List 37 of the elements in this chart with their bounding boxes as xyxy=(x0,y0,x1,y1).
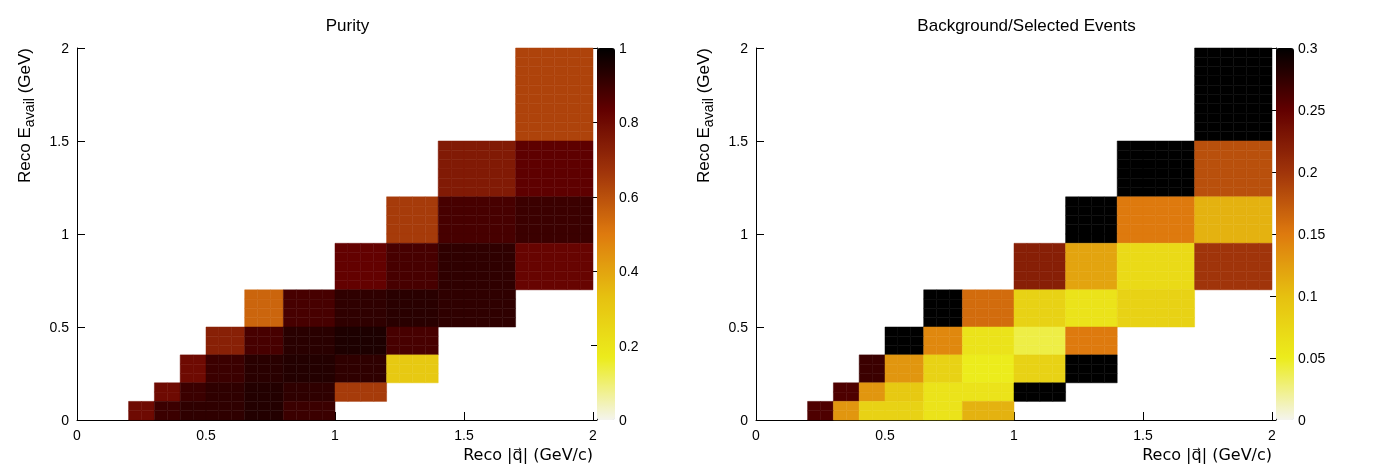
color-bar-label: 0.15 xyxy=(1298,226,1326,242)
x-tick-label: 1.5 xyxy=(454,427,474,443)
x-tick-label: 0.5 xyxy=(196,427,216,443)
x-tick-label: 0 xyxy=(73,427,82,443)
y-tick-label: 0.5 xyxy=(49,319,70,335)
color-bar-label: 0 xyxy=(1298,412,1306,428)
color-bar-label: 0.6 xyxy=(619,188,639,205)
y-tick-label: 0 xyxy=(61,412,70,428)
x-tick-label: 0.5 xyxy=(875,427,895,443)
chart-title: Background/Selected Events xyxy=(917,16,1136,35)
y-tick-label: 1.5 xyxy=(49,133,70,149)
chart-title: Purity xyxy=(325,16,370,35)
y-tick-label: 0.5 xyxy=(728,319,749,335)
color-bar-label: 0.05 xyxy=(1298,350,1326,366)
y-tick-label: 1.5 xyxy=(728,133,749,149)
color-bar-label: 0.25 xyxy=(1298,102,1326,118)
x-tick-label: 2 xyxy=(589,427,598,443)
y-tick-label: 1 xyxy=(61,226,70,242)
color-bar-label: 0.2 xyxy=(1298,164,1318,180)
x-axis-title: Reco |q⃗| (GeV/c) xyxy=(463,444,593,464)
color-bar-label: 0.8 xyxy=(619,114,639,131)
y-tick-label: 0 xyxy=(740,412,749,428)
x-tick-label: 1.5 xyxy=(1133,427,1153,443)
color-bar-label: 0.1 xyxy=(1298,288,1318,304)
x-tick-label: 2 xyxy=(1268,427,1277,443)
x-tick-label: 1 xyxy=(331,427,340,443)
color-bar-label: 1 xyxy=(619,40,627,56)
color-bar-label: 0.2 xyxy=(619,337,639,354)
color-bar-label: 0 xyxy=(619,412,627,428)
y-tick-label: 2 xyxy=(61,40,70,56)
x-tick-label: 1 xyxy=(1010,427,1019,443)
x-axis-title: Reco |q⃗| (GeV/c) xyxy=(1142,444,1272,464)
x-tick-label: 0 xyxy=(752,427,761,443)
y-tick-label: 1 xyxy=(740,226,749,242)
y-tick-label: 2 xyxy=(740,40,749,56)
color-bar-label: 0.3 xyxy=(1298,40,1318,56)
color-bar-label: 0.4 xyxy=(619,263,639,280)
